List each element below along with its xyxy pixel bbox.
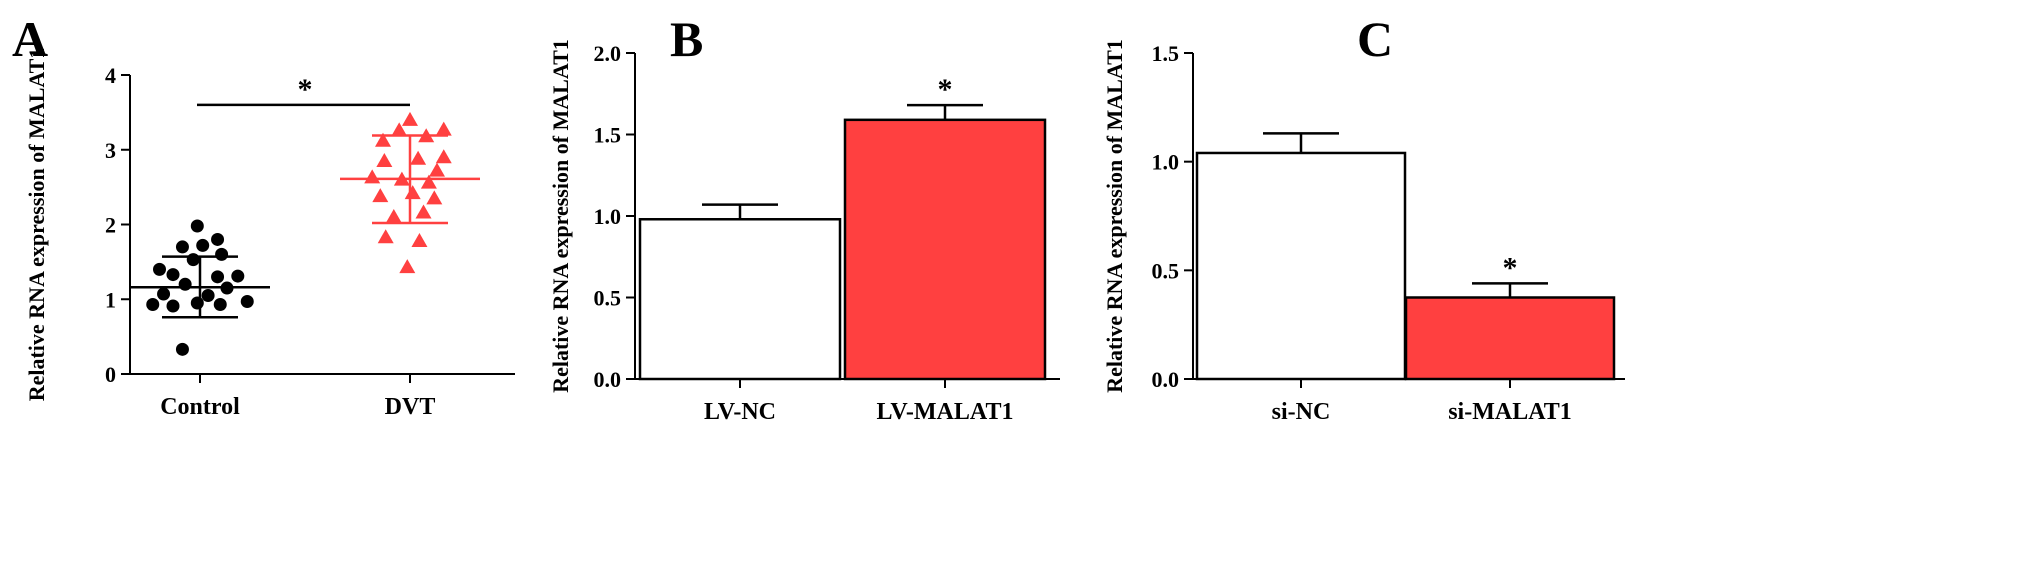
data-point [240, 294, 254, 308]
significance-star: * [1503, 251, 1518, 284]
data-point [385, 209, 402, 224]
y-tick-label: 4 [105, 63, 116, 88]
x-category-label: LV-MALAT1 [877, 399, 1014, 425]
bar [843, 118, 1047, 381]
data-point [399, 259, 416, 274]
bar [638, 218, 842, 381]
data-point [429, 162, 445, 177]
marks-c: * [1195, 132, 1616, 381]
y-axis-title-a: Relative RNA expression of MALAT1 [24, 48, 49, 402]
data-point [190, 296, 204, 310]
y-tick-label: 1.0 [1152, 150, 1180, 175]
data-point [166, 268, 180, 282]
y-tick-label: 0.5 [594, 286, 622, 311]
data-point [376, 152, 393, 167]
y-tick-label: 2 [105, 213, 116, 238]
y-tick-label: 1.0 [594, 204, 622, 229]
data-point [364, 169, 381, 184]
data-point [153, 262, 166, 276]
data-point [196, 238, 210, 252]
marks-b: * [638, 73, 1047, 381]
panel-letter-a: A [12, 11, 48, 67]
data-point [190, 219, 204, 233]
panel-a: A Relative RNA expression of MALAT1 0 1 2 3… [12, 11, 515, 420]
data-point [146, 297, 160, 311]
data-point [175, 342, 189, 356]
y-tick-label: 2.0 [594, 41, 622, 66]
data-point [201, 289, 215, 303]
panel-c: C Relative RNA expression of MALAT1 0.0 0… [1102, 11, 1625, 425]
data-point [426, 190, 443, 205]
data-point [420, 174, 437, 189]
data-point [404, 185, 421, 200]
y-tick-label: 3 [105, 138, 116, 163]
data-point [186, 253, 200, 267]
significance-star: * [298, 73, 313, 106]
bar [1404, 296, 1616, 381]
y-tick-label: 0.5 [1152, 258, 1180, 283]
x-category-label: si-MALAT1 [1448, 399, 1572, 425]
bar [1195, 151, 1407, 381]
panel-letter-c: C [1357, 11, 1393, 67]
data-point [231, 269, 245, 283]
data-point [402, 111, 418, 126]
data-point [213, 297, 227, 311]
data-point [410, 150, 427, 165]
data-point [211, 232, 225, 246]
data-point [377, 229, 394, 244]
axes-b: 0.0 0.5 1.0 1.5 2.0 LV-NC LV-MALAT1 [594, 41, 1060, 425]
x-category-label: LV-NC [704, 399, 776, 425]
x-category-label: Control [160, 394, 240, 420]
y-tick-label: 0 [105, 362, 116, 387]
axes-a: 0 1 2 3 4 Control DVT [105, 63, 515, 420]
data-point [375, 132, 391, 147]
panel-letter-b: B [670, 11, 703, 67]
marks-a: * [130, 73, 480, 356]
data-point [372, 188, 389, 203]
y-tick-label: 0.0 [1152, 367, 1180, 392]
y-tick-label: 1.5 [1152, 41, 1180, 66]
data-point [166, 299, 180, 313]
data-point [175, 240, 189, 254]
data-point [435, 121, 452, 136]
x-category-label: si-NC [1272, 399, 1331, 425]
panel-b: B Relative RNA expression of MALAT1 0.00… [548, 11, 1060, 425]
data-point [215, 247, 229, 261]
data-point [391, 122, 408, 137]
data-point [435, 149, 452, 164]
data-point [157, 287, 171, 301]
y-tick-label: 1.5 [594, 123, 622, 148]
data-point [211, 270, 225, 284]
data-point [411, 232, 428, 247]
y-tick-label: 0.0 [594, 367, 622, 392]
data-point [178, 277, 192, 291]
significance-star: * [938, 73, 953, 106]
y-axis-title-b: Relative RNA expression of MALAT1 [548, 39, 573, 393]
data-point [415, 204, 432, 219]
x-category-label: DVT [385, 394, 436, 420]
y-axis-title-c: Relative RNA expression of MALAT1 [1102, 39, 1127, 393]
y-tick-label: 1 [105, 287, 116, 312]
